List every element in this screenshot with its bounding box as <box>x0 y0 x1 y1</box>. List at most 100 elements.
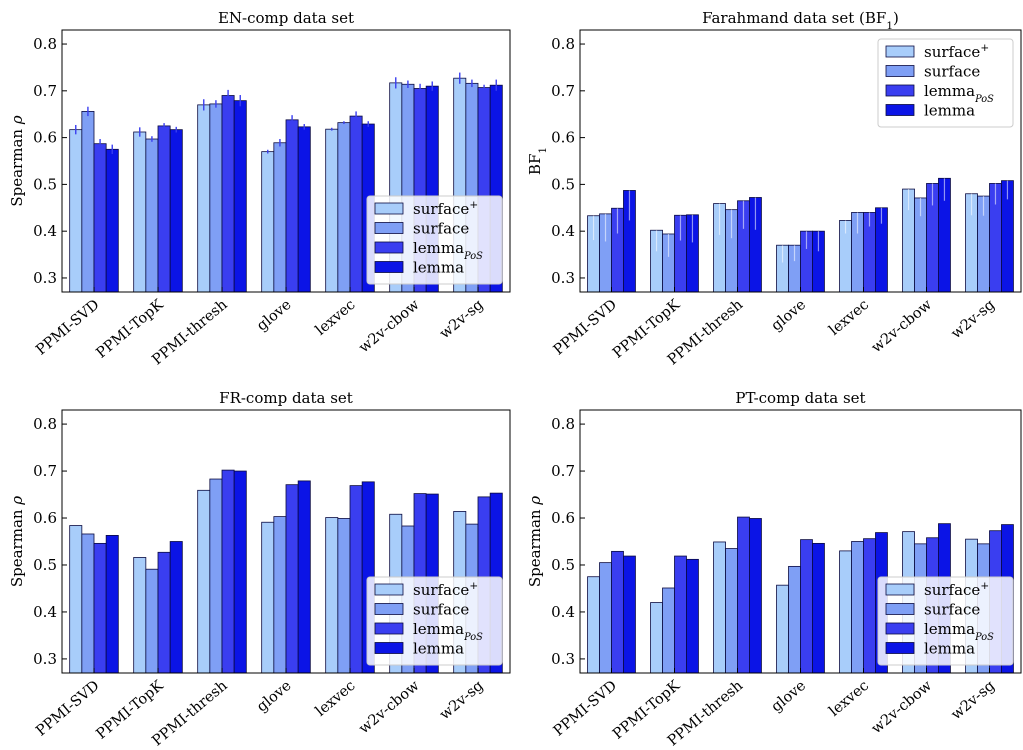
bar <box>839 550 852 674</box>
legend-swatch <box>374 241 404 254</box>
bar <box>776 584 789 674</box>
bar <box>93 542 107 674</box>
x-tick-label: w2v-cbow <box>356 296 423 356</box>
bar <box>209 103 223 293</box>
y-tick-label: 0.3 <box>551 269 575 287</box>
chart-title: Farahmand data set (BF1) <box>702 9 899 32</box>
legend-label: surface <box>924 63 980 81</box>
y-axis-label: Spearman ρ <box>526 496 544 587</box>
y-tick-label: 0.3 <box>33 269 57 287</box>
bar <box>69 525 83 674</box>
bar <box>145 138 159 293</box>
bar <box>325 517 339 674</box>
legend-swatch <box>885 622 915 635</box>
chart-title: FR-comp data set <box>219 389 353 407</box>
x-tick-label: glove <box>254 297 294 335</box>
y-tick-label: 0.3 <box>551 650 575 668</box>
y-tick-label: 0.8 <box>551 35 575 53</box>
legend-swatch <box>374 222 404 234</box>
legend-label: surface <box>413 601 469 619</box>
y-tick-label: 0.8 <box>33 415 57 433</box>
x-tick-label: w2v-sg <box>437 297 487 342</box>
legend-label: surface+ <box>413 199 478 218</box>
bar <box>197 104 211 293</box>
x-tick-label: w2v-cbow <box>869 296 936 356</box>
x-tick-label: w2v-sg <box>437 678 487 723</box>
bar <box>261 521 275 674</box>
y-tick-label: 0.6 <box>551 129 575 147</box>
x-tick-label: glove <box>769 678 809 716</box>
legend-swatch <box>374 622 404 635</box>
bar <box>297 126 311 293</box>
bar <box>788 565 801 674</box>
legend-label: surface+ <box>413 580 478 599</box>
plot-frame <box>579 29 1022 293</box>
bar <box>337 122 351 293</box>
bar <box>863 538 876 674</box>
bar <box>662 587 675 674</box>
bar <box>851 541 864 674</box>
x-tick-label: lexvec <box>313 297 359 339</box>
y-tick-label: 0.7 <box>33 82 57 100</box>
bar <box>157 551 171 674</box>
bar <box>233 100 247 293</box>
legend-label: lemma <box>924 640 975 658</box>
legend-label: surface <box>924 601 980 619</box>
bar <box>145 568 159 674</box>
y-tick-label: 0.5 <box>551 175 575 193</box>
y-tick-label: 0.5 <box>33 556 57 574</box>
y-tick-label: 0.5 <box>33 175 57 193</box>
y-tick-label: 0.4 <box>33 222 57 240</box>
chart-panel: EN-comp data set 0.3 0.4 0.5 0.6 0.7 0.8 Spearm… <box>8 9 511 368</box>
chart-panel: FR-comp data set 0.3 0.4 0.5 0.6 0.7 0.8 Spearm… <box>8 389 511 749</box>
legend-label: lemma <box>413 640 464 658</box>
bar <box>157 125 171 293</box>
bar <box>221 95 235 293</box>
y-tick-label: 0.8 <box>551 415 575 433</box>
bar <box>611 550 624 674</box>
bar <box>169 541 183 674</box>
bar <box>209 478 223 674</box>
bar <box>285 484 299 674</box>
bar <box>725 548 738 674</box>
legend-swatch <box>885 642 915 654</box>
chart-panel: PT-comp data set 0.3 0.4 0.5 0.6 0.7 0.8 Spearm… <box>526 389 1022 749</box>
legend-swatch <box>885 45 915 58</box>
bar <box>273 142 287 293</box>
x-tick-label: w2v-cbow <box>356 677 423 737</box>
legend-label: lemma <box>924 102 975 120</box>
y-axis-label: BF1 <box>526 147 549 175</box>
y-tick-label: 0.5 <box>551 556 575 574</box>
bar <box>221 469 235 674</box>
legend-label: surface+ <box>924 580 989 599</box>
bar <box>81 533 95 674</box>
y-axis-label: Spearman ρ <box>8 496 26 587</box>
legend-label: lemma <box>413 259 464 277</box>
bar <box>686 558 699 674</box>
plot-frame <box>61 409 511 674</box>
legend-swatch <box>374 603 404 615</box>
legend-label: surface+ <box>924 42 989 61</box>
x-tick-label: glove <box>254 678 294 716</box>
legend-swatch <box>374 642 404 654</box>
x-tick-label: w2v-sg <box>948 297 998 342</box>
bar <box>650 602 663 674</box>
bar <box>233 470 247 674</box>
bar <box>297 480 311 674</box>
x-tick-label: lexvec <box>826 678 872 720</box>
x-tick-label: w2v-cbow <box>869 677 936 737</box>
bar <box>133 557 147 674</box>
bar <box>133 131 147 293</box>
chart-title: EN-comp data set <box>218 9 354 27</box>
y-tick-label: 0.4 <box>551 222 575 240</box>
chart-panel: Farahmand data set (BF1) 0.3 0.4 0.5 0.6 0.7 0… <box>526 9 1022 368</box>
bar <box>197 489 211 674</box>
legend-swatch <box>885 84 915 97</box>
y-tick-label: 0.6 <box>551 509 575 527</box>
y-tick-label: 0.6 <box>33 129 57 147</box>
y-tick-label: 0.4 <box>33 603 57 621</box>
plot-frame <box>61 29 511 293</box>
